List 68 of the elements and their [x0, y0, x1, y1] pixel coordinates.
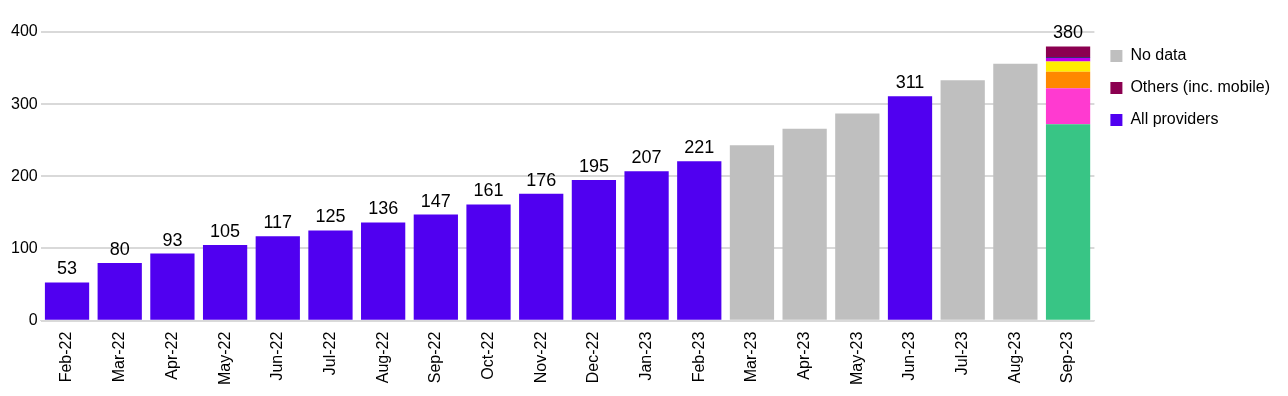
bar: [782, 128, 827, 320]
x-tick-label: Jul-22: [320, 331, 338, 376]
bar: [97, 262, 142, 320]
data-label: 207: [631, 147, 662, 168]
total-label: 380: [1053, 22, 1084, 43]
x-tick-label: Apr-22: [162, 331, 180, 380]
bar: [677, 161, 722, 320]
data-label: 80: [109, 238, 130, 259]
bar: [887, 96, 933, 320]
bar: [308, 230, 353, 320]
bar: [519, 193, 564, 320]
bar: [1045, 124, 1091, 320]
x-tick-label: Sep-22: [426, 331, 444, 384]
legend-label: Others (inc. mobile): [1130, 78, 1270, 96]
y-tick-label: 0: [28, 311, 38, 329]
bar: [1045, 71, 1091, 89]
x-tick-label: Feb-22: [57, 331, 75, 383]
x-tick-label: Mar-23: [742, 331, 760, 383]
data-label: 53: [57, 258, 78, 279]
bar: [150, 253, 195, 320]
legend-label: All providers: [1130, 110, 1219, 128]
data-label: 125: [315, 206, 346, 227]
y-tick-label: 300: [10, 94, 38, 112]
bar: [466, 204, 511, 320]
bar: [1045, 46, 1091, 58]
data-label: 136: [368, 198, 399, 219]
bar: [1045, 61, 1091, 72]
bar: [202, 244, 248, 320]
bar: [44, 282, 90, 320]
bar: [624, 171, 669, 320]
x-tick-label: Jun-23: [900, 331, 918, 381]
data-label: 105: [210, 220, 241, 241]
y-tick-label: 400: [10, 22, 38, 40]
y-tick-label: 200: [10, 166, 38, 184]
x-tick-label: Dec-22: [584, 331, 602, 384]
data-label: 311: [895, 72, 925, 93]
bar: [993, 63, 1038, 320]
bar: [1045, 57, 1091, 62]
x-tick-label: Nov-22: [531, 331, 549, 384]
x-tick-label: Jun-22: [268, 331, 286, 381]
bar: [361, 222, 406, 320]
x-tick-label: Apr-23: [795, 331, 813, 380]
bar: [940, 80, 985, 320]
x-tick-label: Aug-22: [373, 331, 391, 384]
bar: [255, 236, 300, 320]
x-tick-label: Jan-23: [636, 331, 654, 381]
data-label: 93: [162, 229, 183, 250]
x-tick-label: Aug-23: [1005, 331, 1023, 384]
data-label: 176: [526, 169, 557, 190]
x-tick-label: Jul-23: [953, 331, 971, 376]
x-tick-label: Sep-23: [1058, 331, 1076, 384]
x-tick-label: Mar-22: [110, 331, 128, 383]
data-label: 195: [578, 155, 609, 176]
legend-label: No data: [1130, 46, 1187, 64]
bar: [1045, 88, 1091, 125]
bar: [729, 145, 775, 320]
x-tick-label: Feb-23: [689, 331, 707, 383]
data-label: 161: [473, 180, 504, 201]
x-tick-label: May-23: [847, 331, 865, 386]
data-label: 117: [263, 212, 293, 233]
data-label: 221: [684, 137, 715, 158]
y-tick-label: 100: [10, 238, 38, 256]
x-tick-label: Oct-22: [478, 331, 496, 380]
bar: [835, 113, 880, 320]
x-tick-label: May-22: [215, 331, 233, 386]
bar: [413, 214, 458, 320]
data-label: 147: [420, 190, 451, 211]
bar: [571, 179, 617, 320]
